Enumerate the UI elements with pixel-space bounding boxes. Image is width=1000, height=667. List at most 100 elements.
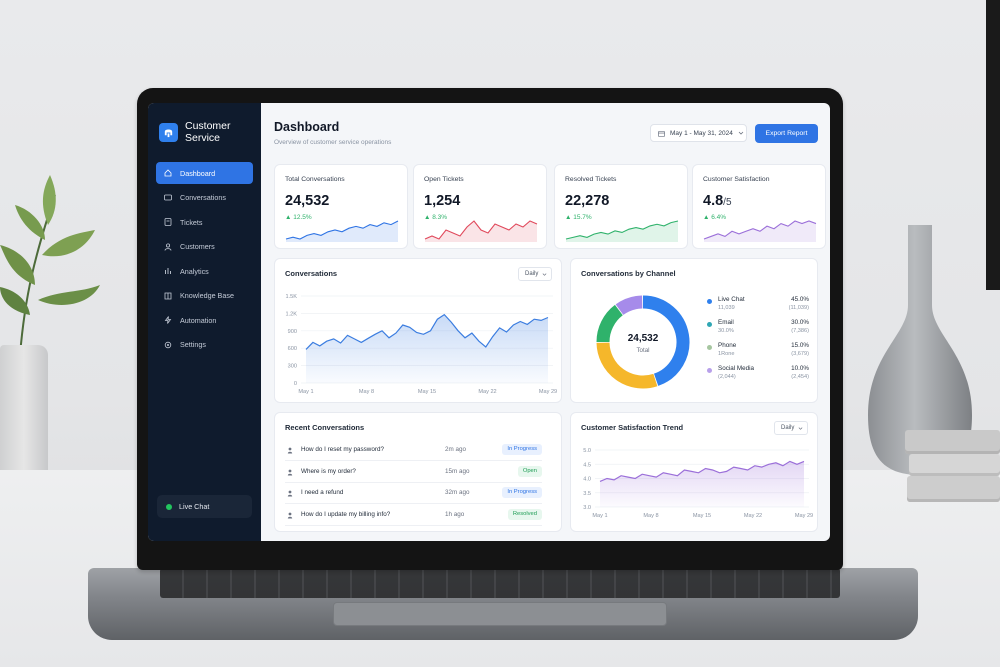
trend-up-icon: ▲	[703, 214, 710, 221]
legend-sub-count: (11,039)	[788, 305, 809, 311]
trend-up-icon: ▲	[285, 214, 292, 221]
conversation-row[interactable]: How do I reset my password? 2m ago In Prog…	[285, 440, 542, 461]
satisfaction-chart-title: Customer Satisfaction Trend	[581, 423, 684, 432]
legend-percent: 15.0%	[791, 342, 809, 349]
main-content: Dashboard Overview of customer service o…	[261, 103, 830, 541]
sidebar-item-automation[interactable]: Automation	[156, 309, 253, 331]
page-title: Dashboard	[274, 120, 340, 134]
sidebar-item-customers[interactable]: Customers	[156, 236, 253, 258]
live-chat-status[interactable]: Live Chat	[157, 495, 252, 518]
sidebar-item-knowledge-base[interactable]: Knowledge Base	[156, 285, 253, 307]
satisfaction-chart-card: Customer Satisfaction Trend Daily 5.0 4.5…	[570, 412, 818, 532]
sidebar-item-label: Analytics	[180, 266, 209, 276]
sidebar-item-settings[interactable]: Settings	[156, 334, 253, 356]
legend-item-email: Email 30.0% 30.0% (7,386)	[707, 319, 809, 341]
users-icon	[164, 242, 172, 251]
user-icon	[287, 512, 293, 518]
y-tick-label: 4.0	[583, 477, 591, 483]
kpi-delta: ▲ 12.5%	[285, 214, 312, 221]
legend-count: 30.0%	[718, 328, 734, 334]
automation-icon	[164, 316, 172, 324]
conversation-row[interactable]: Where is my order? 15m ago Open	[285, 462, 542, 483]
kpi-sparkline	[285, 220, 399, 242]
donut-center-label: Total	[636, 347, 650, 354]
y-tick-label: 600	[288, 346, 297, 352]
chevron-down-icon	[738, 131, 744, 135]
sidebar-item-label: Conversations	[180, 193, 226, 202]
laptop-trackpad	[333, 602, 667, 626]
y-tick-label: 0	[294, 381, 297, 387]
x-tick-label: May 8	[643, 513, 658, 519]
y-tick-label: 900	[288, 329, 297, 335]
y-tick-label: 3.5	[583, 491, 591, 497]
kpi-delta: ▲ 8.3%	[424, 214, 448, 221]
kpi-title: Customer Satisfaction	[703, 176, 770, 183]
user-icon	[287, 447, 293, 454]
y-tick-label: 3.0	[583, 505, 591, 511]
export-report-button[interactable]: Export Report	[755, 124, 818, 143]
donut-slice-email	[596, 342, 658, 389]
sidebar-item-dashboard[interactable]: Dashboard	[156, 162, 253, 184]
x-tick-label: May 22	[478, 389, 496, 395]
x-tick-label: May 1	[592, 513, 607, 519]
sidebar-item-label: Customers	[180, 242, 215, 251]
conversation-row[interactable]: How do I update my billing info? 1h ago Re…	[285, 505, 542, 526]
sidebar-item-label: Automation	[180, 315, 217, 325]
kpi-value: 24,532	[285, 193, 330, 209]
kpi-delta: ▲ 6.4%	[703, 214, 727, 221]
gear-icon	[164, 341, 172, 348]
legend-item-phone: Phone 1Rone 15.0% (3,679)	[707, 342, 809, 364]
conversation-time: 32m ago	[445, 489, 470, 496]
conversation-question: How do I reset my password?	[301, 446, 384, 453]
calendar-icon	[658, 130, 665, 137]
book-icon	[164, 292, 172, 299]
kpi-sparkline	[424, 220, 538, 242]
legend-sub-count: (3,679)	[791, 351, 809, 357]
sidebar-item-label: Tickets	[180, 217, 203, 227]
sidebar-item-label: Knowledge Base	[180, 291, 234, 300]
x-tick-label: May 8	[359, 389, 374, 395]
kpi-title: Resolved Tickets	[565, 176, 617, 183]
chart-icon	[165, 268, 171, 274]
kpi-sparkline	[565, 220, 679, 242]
satisfaction-range-select[interactable]: Daily	[774, 421, 808, 435]
legend-count: 11,039	[718, 305, 735, 311]
conversation-time: 15m ago	[445, 467, 470, 475]
x-tick-label: May 15	[693, 513, 711, 519]
channels-chart-card: Conversations by Channel 24,532 Total Li…	[570, 258, 818, 403]
legend-color-dot	[707, 299, 712, 304]
legend-percent: 10.0%	[791, 365, 809, 372]
trend-up-icon: ▲	[565, 214, 572, 221]
x-tick-label: May 1	[298, 389, 313, 395]
legend-color-dot	[707, 368, 712, 373]
conversations-chart-title: Conversations	[285, 269, 338, 278]
kpi-sparkline	[703, 220, 817, 242]
x-tick-label: May 15	[418, 389, 436, 395]
legend-item-live-chat: Live Chat 11,039 45.0% (11,039)	[707, 296, 809, 318]
conversation-row[interactable]: I need a refund 32m ago In Progress	[285, 483, 542, 504]
date-range-picker[interactable]: May 1 - May 31, 2024	[650, 124, 747, 142]
donut-slice-phone	[596, 304, 624, 343]
kpi-value: 22,278	[565, 193, 610, 209]
sparkline-line	[285, 220, 399, 240]
sidebar-item-analytics[interactable]: Analytics	[156, 260, 253, 282]
sparkline-area	[286, 221, 398, 242]
y-tick-label: 4.5	[583, 462, 591, 468]
legend-item-social-media: Social Media (2,044) 10.0% (2,454)	[707, 365, 809, 387]
legend-name: Email	[718, 319, 734, 326]
live-chat-label: Live Chat	[179, 502, 210, 511]
conversations-chart-card: Conversations Daily 1.5K 1.2K 900 600 300 0 Ma…	[274, 258, 562, 403]
sidebar-item-conversations[interactable]: Conversations	[156, 187, 253, 209]
sparkline-line	[703, 220, 817, 240]
kpi-value: 1,254	[424, 193, 461, 209]
user-icon	[287, 469, 293, 475]
series-area	[600, 461, 804, 507]
sidebar-item-tickets[interactable]: Tickets	[156, 211, 253, 233]
kpi-card-total-conversations: Total Conversations 24,532 ▲ 12.5%	[274, 164, 408, 249]
sidebar: Customer Service Dashboard Conversations T…	[148, 103, 261, 541]
kpi-card-customer-satisfaction: Customer Satisfaction 4.8/5 ▲ 6.4%	[692, 164, 826, 249]
conversations-range-select[interactable]: Daily	[518, 267, 552, 281]
x-tick-label: May 29	[539, 389, 557, 395]
chat-icon	[164, 194, 172, 200]
legend-count: (2,044)	[718, 374, 736, 380]
